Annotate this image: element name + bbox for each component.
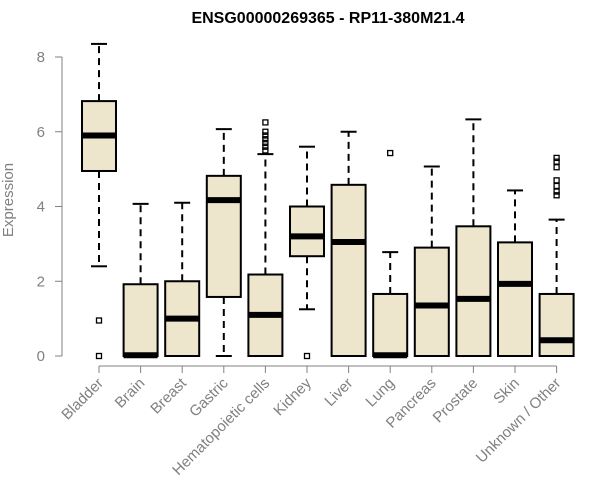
outlier-point: [553, 164, 560, 171]
box-iqr: [289, 205, 325, 258]
x-tick-label: Brain: [112, 375, 149, 412]
outlier-point: [262, 143, 269, 150]
box-iqr: [372, 292, 409, 357]
outlier-point: [262, 119, 269, 126]
outlier-point: [553, 192, 560, 199]
box-brain: [122, 202, 159, 359]
box-kidney: [289, 145, 325, 360]
box-iqr: [122, 283, 159, 357]
box-bladder: [81, 42, 117, 360]
chart-title: ENSG00000269365 - RP11-380M21.4: [191, 10, 464, 27]
x-tick-label: Skin: [490, 375, 523, 408]
outlier-point: [387, 149, 394, 157]
box-lung: [372, 149, 409, 359]
box-gastric: [205, 128, 242, 357]
box-iqr: [497, 241, 533, 358]
box-unknown-other: [538, 154, 575, 357]
outlier-point: [553, 182, 560, 190]
outlier-point: [95, 352, 103, 360]
y-tick-label: 4: [37, 199, 45, 216]
outlier-point: [262, 139, 269, 147]
box-pancreas: [413, 165, 450, 357]
outlier-point: [262, 132, 269, 139]
outlier-point: [262, 147, 269, 154]
box-iqr: [455, 225, 492, 357]
y-axis: 0 2 4 6 8: [37, 49, 63, 365]
box-hematopoietic-cells: [247, 119, 284, 357]
x-tick-label: Bladder: [58, 375, 107, 424]
x-tick-label: Lung: [362, 375, 398, 411]
x-tick-label: Breast: [147, 374, 190, 417]
y-tick-label: 0: [37, 348, 45, 365]
box-iqr: [205, 174, 242, 298]
box-iqr: [413, 246, 450, 357]
y-tick-label: 6: [37, 124, 45, 141]
box-skin: [497, 189, 533, 358]
x-tick-label: Prostate: [430, 375, 482, 427]
x-tick-label: Liver: [321, 375, 356, 410]
y-tick-label: 8: [37, 49, 45, 66]
outlier-point: [262, 128, 269, 135]
box-series: [81, 42, 575, 360]
box-iqr: [538, 292, 575, 357]
y-axis-title: Expression: [0, 163, 17, 237]
box-prostate: [455, 118, 492, 357]
y-tick-label: 2: [37, 273, 45, 290]
box-liver: [330, 130, 367, 357]
box-breast: [164, 201, 201, 357]
x-tick-label: Kidney: [270, 374, 315, 419]
outlier-point: [262, 136, 269, 143]
outlier-point: [553, 154, 560, 162]
outlier-point: [553, 158, 560, 165]
outlier-point: [553, 177, 560, 184]
outlier-point: [95, 317, 103, 324]
box-iqr: [330, 183, 367, 357]
outlier-point: [303, 352, 311, 360]
